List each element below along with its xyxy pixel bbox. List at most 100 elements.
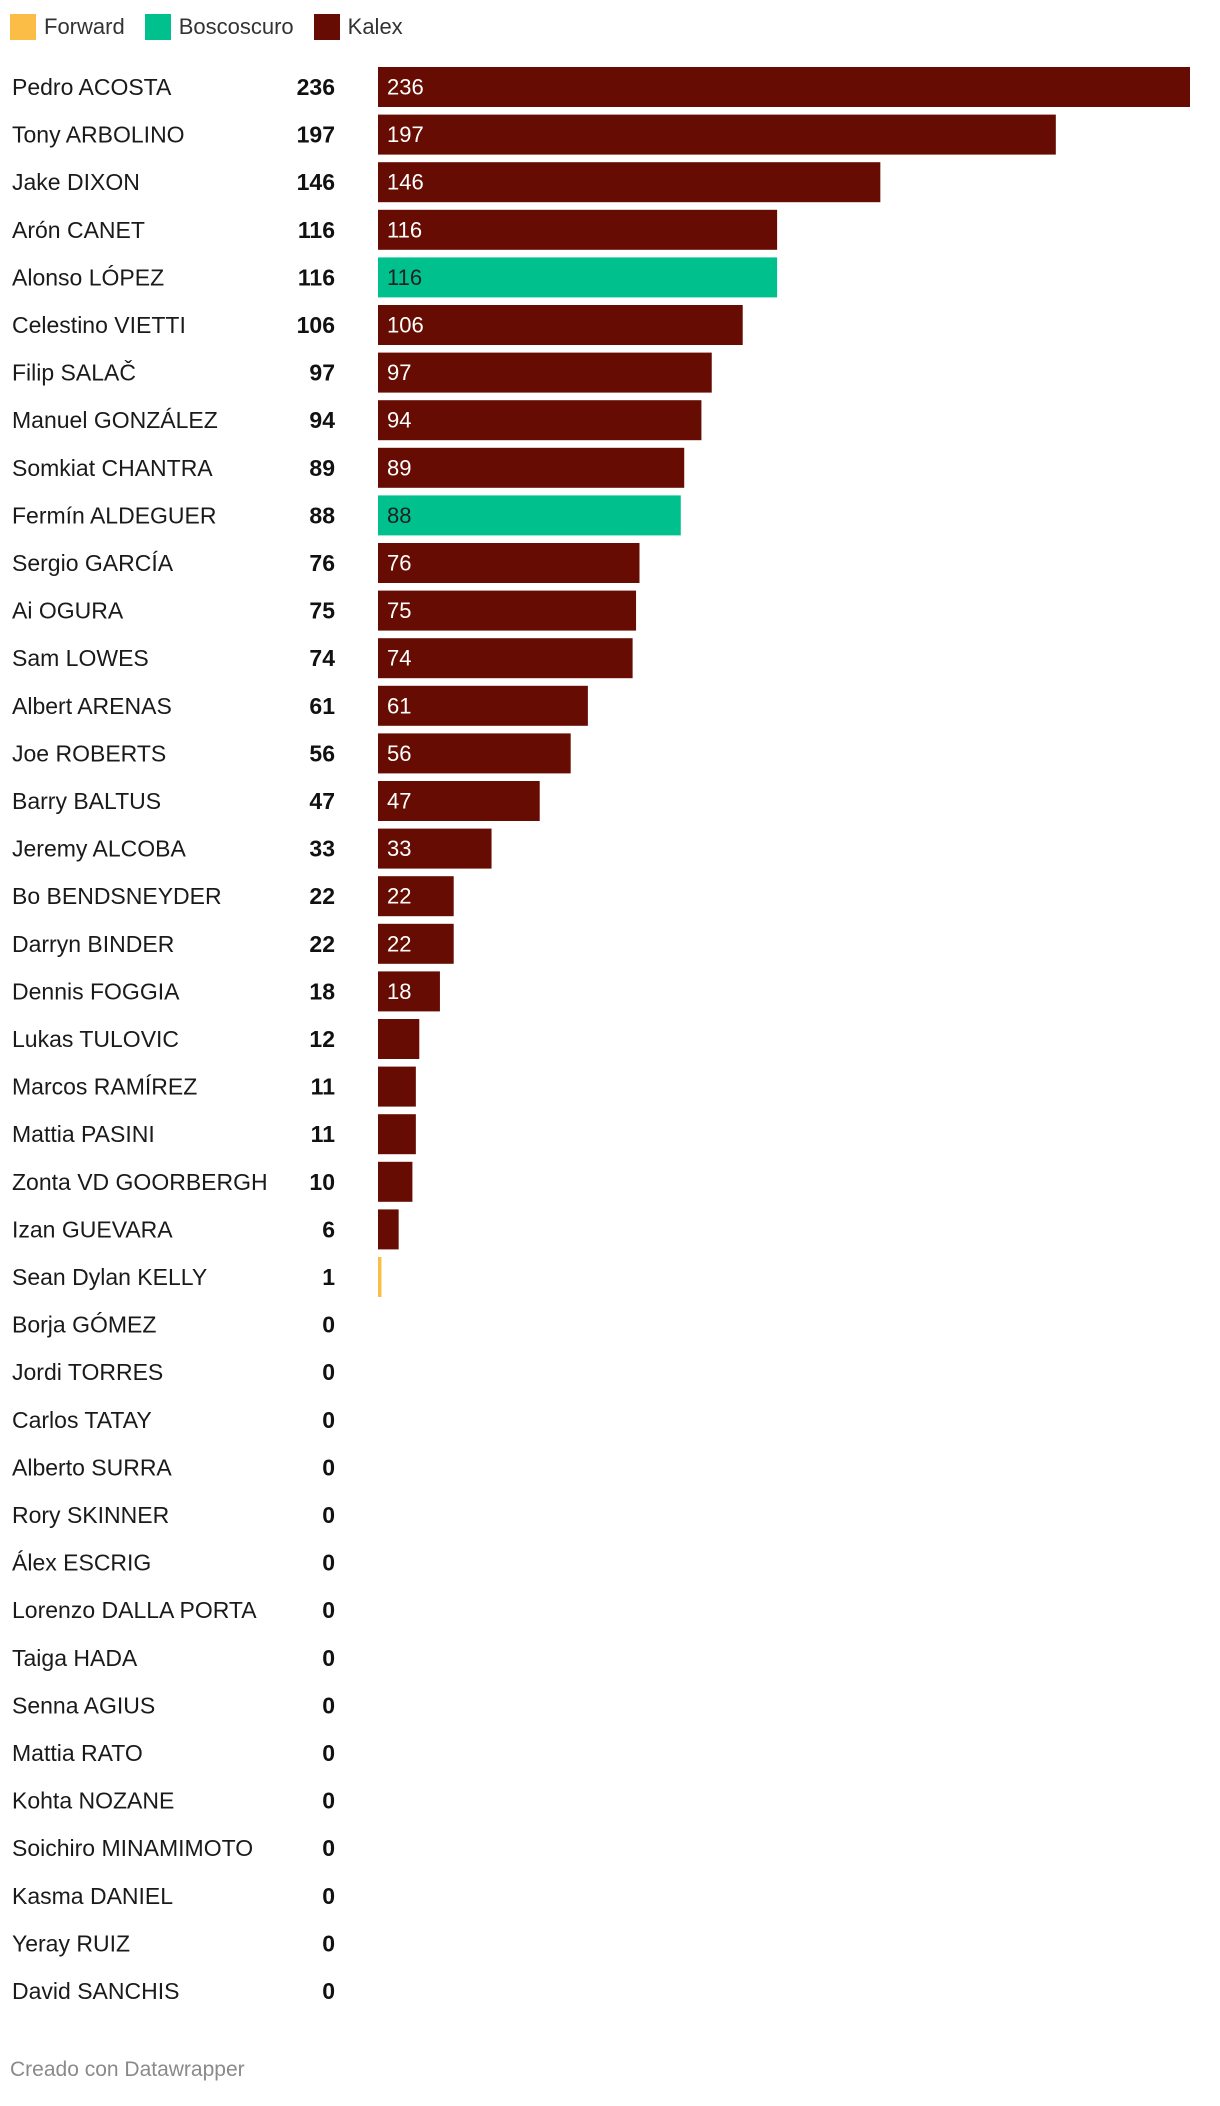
- bar-barry-baltus[interactable]: [378, 781, 540, 821]
- bar-label-jeremy-alcoba: 33: [387, 836, 411, 861]
- row-value-dennis-foggia: 18: [309, 978, 335, 1004]
- bar-jake-dixon[interactable]: [378, 162, 881, 203]
- chart-row-filip-salac: Filip SALAČ 97 97: [12, 352, 712, 393]
- row-label-jake-dixon: Jake DIXON: [12, 169, 140, 195]
- row-label-manuel-gonzalez: Manuel GONZÁLEZ: [12, 407, 218, 433]
- row-value-zonta-vd-goorbergh: 10: [309, 1169, 335, 1195]
- bar-label-sam-lowes: 74: [387, 646, 411, 671]
- row-label-jordi-torres: Jordi TORRES: [12, 1359, 163, 1385]
- chart-row-izan-guevara: Izan GUEVARA 6: [12, 1209, 399, 1250]
- bar-somkiat-chantra[interactable]: [378, 447, 685, 488]
- row-value-tony-arbolino: 197: [297, 122, 335, 148]
- chart-row-carlos-tatay: Carlos TATAY 0: [12, 1407, 335, 1433]
- bar-zonta-vd-goorbergh[interactable]: [378, 1161, 413, 1202]
- bar-jeremy-alcoba[interactable]: [378, 828, 492, 869]
- chart-row-tony-arbolino: Tony ARBOLINO 197 197: [12, 114, 1056, 155]
- bar-sergio-garcia[interactable]: [378, 543, 640, 583]
- legend-label-forward: Forward: [44, 14, 125, 39]
- row-label-zonta-vd-goorbergh: Zonta VD GOORBERGH: [12, 1169, 268, 1195]
- chart-row-taiga-hada: Taiga HADA 0: [12, 1645, 335, 1671]
- row-label-alex-escrig: Álex ESCRIG: [12, 1550, 151, 1576]
- row-label-sam-lowes: Sam LOWES: [12, 645, 149, 671]
- bar-pedro-acosta[interactable]: [378, 67, 1190, 107]
- bar-marcos-ramirez[interactable]: [378, 1066, 416, 1107]
- bar-darryn-binder[interactable]: [378, 923, 454, 964]
- row-label-albert-arenas: Albert ARENAS: [12, 693, 172, 719]
- bar-alonso-lopez[interactable]: [378, 257, 778, 298]
- bar-mattia-pasini[interactable]: [378, 1114, 416, 1155]
- bar-ai-ogura[interactable]: [378, 590, 637, 631]
- bar-aron-canet[interactable]: [378, 209, 778, 250]
- row-label-jeremy-alcoba: Jeremy ALCOBA: [12, 836, 186, 862]
- chart-row-lukas-tulovic: Lukas TULOVIC 12: [12, 1019, 420, 1059]
- bar-label-joe-roberts: 56: [387, 741, 411, 766]
- row-label-mattia-rato: Mattia RATO: [12, 1740, 143, 1766]
- chart-row-borja-gomez: Borja GÓMEZ 0: [12, 1312, 335, 1338]
- row-value-pedro-acosta: 236: [297, 74, 335, 100]
- row-label-yeray-ruiz: Yeray RUIZ: [12, 1930, 130, 1956]
- row-label-filip-salac: Filip SALAČ: [12, 359, 136, 386]
- row-label-tony-arbolino: Tony ARBOLINO: [12, 122, 185, 148]
- bar-bo-bendsneyder[interactable]: [378, 876, 454, 917]
- bar-label-tony-arbolino: 197: [387, 122, 424, 147]
- bar-label-alonso-lopez: 116: [387, 265, 422, 290]
- row-value-barry-baltus: 47: [309, 788, 335, 814]
- bar-label-pedro-acosta: 236: [387, 75, 424, 100]
- row-label-dennis-foggia: Dennis FOGGIA: [12, 978, 180, 1004]
- row-value-aron-canet: 116: [298, 217, 335, 243]
- row-value-david-sanchis: 0: [322, 1978, 335, 2004]
- bar-albert-arenas[interactable]: [378, 685, 588, 726]
- chart-row-darryn-binder: Darryn BINDER 22 22: [12, 923, 454, 964]
- bar-sean-dylan-kelly[interactable]: [378, 1257, 382, 1297]
- bar-filip-salac[interactable]: [378, 352, 712, 393]
- legend-swatch-boscoscuro: [144, 14, 171, 40]
- bar-joe-roberts[interactable]: [378, 733, 571, 774]
- chart-row-fermin-aldeguer: Fermín ALDEGUER 88 88: [12, 495, 681, 536]
- chart-row-kohta-nozane: Kohta NOZANE 0: [12, 1788, 335, 1814]
- bar-dennis-foggia[interactable]: [378, 971, 440, 1012]
- bar-sam-lowes[interactable]: [378, 638, 633, 679]
- row-label-joe-roberts: Joe ROBERTS: [12, 740, 166, 766]
- legend-item-kalex: Kalex: [313, 14, 403, 40]
- row-value-bo-bendsneyder: 22: [309, 883, 335, 909]
- row-value-kasma-daniel: 0: [322, 1883, 335, 1909]
- chart-row-manuel-gonzalez: Manuel GONZÁLEZ 94 94: [12, 400, 702, 441]
- bar-label-dennis-foggia: 18: [387, 979, 411, 1004]
- bar-celestino-vietti[interactable]: [378, 305, 743, 345]
- bar-manuel-gonzalez[interactable]: [378, 400, 702, 441]
- bar-label-darryn-binder: 22: [387, 931, 411, 956]
- legend-label-boscoscuro: Boscoscuro: [178, 14, 294, 39]
- legend-item-forward: Forward: [10, 14, 125, 40]
- row-value-alonso-lopez: 116: [298, 264, 335, 290]
- row-value-manuel-gonzalez: 94: [309, 407, 335, 433]
- row-value-ai-ogura: 75: [309, 598, 335, 624]
- bar-label-jake-dixon: 146: [387, 170, 424, 195]
- row-value-joe-roberts: 56: [309, 740, 335, 766]
- row-label-kohta-nozane: Kohta NOZANE: [12, 1788, 174, 1814]
- legend-swatch-forward: [10, 14, 36, 40]
- row-label-celestino-vietti: Celestino VIETTI: [12, 312, 186, 338]
- row-label-taiga-hada: Taiga HADA: [12, 1645, 138, 1671]
- row-label-darryn-binder: Darryn BINDER: [12, 931, 174, 957]
- bar-fermin-aldeguer[interactable]: [378, 495, 681, 536]
- row-value-mattia-rato: 0: [322, 1740, 335, 1766]
- row-value-carlos-tatay: 0: [322, 1407, 335, 1433]
- chart-row-yeray-ruiz: Yeray RUIZ 0: [12, 1930, 335, 1956]
- row-label-mattia-pasini: Mattia PASINI: [12, 1121, 155, 1147]
- row-value-taiga-hada: 0: [322, 1645, 335, 1671]
- chart-row-jake-dixon: Jake DIXON 146 146: [12, 162, 881, 203]
- footer-credit[interactable]: Creado con Datawrapper: [10, 2058, 245, 2081]
- bar-lukas-tulovic[interactable]: [378, 1019, 420, 1059]
- chart-row-albert-arenas: Albert ARENAS 61 61: [12, 685, 588, 726]
- chart-row-ai-ogura: Ai OGURA 75 75: [12, 590, 637, 631]
- chart-row-alonso-lopez: Alonso LÓPEZ 116 116: [12, 257, 778, 298]
- chart-row-bo-bendsneyder: Bo BENDSNEYDER 22 22: [12, 876, 454, 917]
- bar-izan-guevara[interactable]: [378, 1209, 399, 1250]
- row-label-pedro-acosta: Pedro ACOSTA: [12, 74, 172, 100]
- bar-tony-arbolino[interactable]: [378, 114, 1056, 155]
- row-value-izan-guevara: 6: [322, 1216, 335, 1242]
- row-label-carlos-tatay: Carlos TATAY: [12, 1407, 152, 1433]
- bar-label-fermin-aldeguer: 88: [387, 503, 411, 528]
- row-label-senna-agius: Senna AGIUS: [12, 1692, 155, 1718]
- row-label-alonso-lopez: Alonso LÓPEZ: [12, 264, 164, 290]
